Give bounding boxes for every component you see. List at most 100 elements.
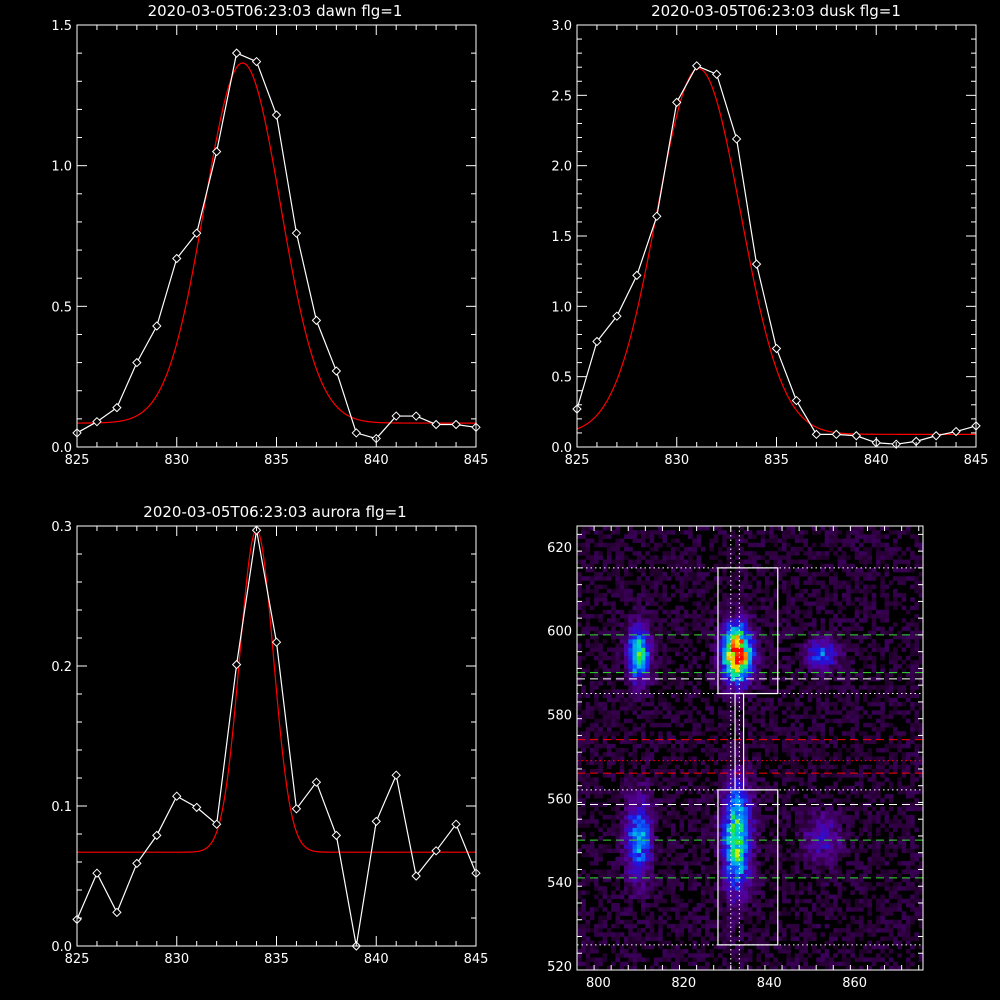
heatmap-cell [837, 685, 843, 690]
heatmap-cell [850, 965, 855, 971]
heatmap-cell [782, 743, 787, 749]
heatmap-cell [722, 643, 727, 648]
heatmap-cell [636, 865, 642, 870]
heatmap-cell [730, 593, 736, 598]
heatmap-cell [670, 898, 676, 904]
heatmap-cell [717, 580, 723, 585]
heatmap-cell [628, 902, 633, 908]
heatmap-cell [824, 831, 830, 837]
heatmap-cell [722, 915, 727, 921]
heatmap-cell [799, 781, 804, 786]
heatmap-cell [739, 794, 744, 799]
heatmap-cell [666, 915, 672, 921]
heatmap-cell [816, 580, 821, 585]
heatmap-cell [688, 928, 693, 933]
heatmap-cell [683, 777, 689, 782]
heatmap-cell [854, 706, 860, 711]
heatmap-cell [658, 743, 663, 749]
heatmap-cell [743, 789, 749, 795]
heatmap-cell [841, 773, 847, 778]
heatmap-cell [739, 760, 744, 766]
heatmap-cell [577, 739, 582, 745]
heatmap-cell [807, 748, 813, 753]
heatmap-cell [688, 622, 693, 627]
heatmap-cell [649, 718, 655, 724]
heatmap-cell [585, 643, 591, 648]
heatmap-cell [799, 626, 804, 632]
heatmap-cell [730, 882, 736, 887]
heatmap-cell [777, 764, 783, 770]
heatmap-cell [705, 622, 710, 627]
heatmap-cell [696, 915, 702, 921]
heatmap-cell [628, 911, 633, 916]
heatmap-cell [722, 647, 727, 652]
aurora-data-line [76, 530, 477, 947]
heatmap-cell [794, 593, 800, 598]
heatmap-cell [594, 693, 599, 699]
heatmap-cell [829, 672, 834, 678]
heatmap-cell [790, 789, 796, 795]
heatmap-cell [717, 777, 723, 782]
heatmap-cell [735, 748, 740, 753]
heatmap-cell [666, 777, 672, 782]
heatmap-cell [841, 563, 847, 569]
heatmap-cell [611, 714, 616, 719]
heatmap-cell [824, 768, 830, 774]
heatmap-cell [662, 551, 668, 556]
heatmap-cell [850, 953, 855, 958]
heatmap-cell [670, 567, 676, 573]
heatmap-cell [747, 680, 753, 686]
heatmap-cell [833, 584, 838, 590]
heatmap-cell [854, 672, 860, 678]
heatmap-cell [807, 735, 813, 740]
heatmap-cell [577, 601, 582, 606]
heatmap-cell [841, 936, 847, 941]
heatmap-cell [683, 609, 689, 615]
heatmap-cell [611, 756, 616, 761]
heatmap-cell [739, 526, 744, 531]
heatmap-cell [632, 831, 638, 837]
heatmap-cell [611, 794, 616, 799]
heatmap-cell [713, 580, 719, 585]
heatmap-cell [717, 965, 723, 971]
heatmap-cell [683, 706, 689, 711]
heatmap-cell [854, 957, 860, 962]
heatmap-cell [752, 835, 757, 841]
heatmap-cell [581, 819, 586, 824]
heatmap-cell [611, 722, 616, 728]
heatmap-cell [769, 785, 774, 791]
aurora-data-point [112, 907, 122, 918]
heatmap-cell [786, 823, 791, 828]
heatmap-cell [752, 555, 757, 560]
heatmap-cell [696, 773, 702, 778]
heatmap-cell [747, 689, 753, 694]
heatmap-cell [841, 798, 847, 803]
heatmap-cell [786, 768, 791, 774]
heatmap-cell [589, 861, 595, 866]
heatmap-cell [589, 810, 595, 816]
heatmap-cell [645, 618, 650, 623]
heatmap-cell [777, 919, 783, 925]
heatmap-cell [807, 831, 813, 837]
heatmap-cell [653, 626, 659, 632]
heatmap-cell [679, 907, 685, 912]
heatmap-cell [636, 538, 642, 544]
heatmap-cell [594, 634, 599, 640]
heatmap-cell [756, 844, 761, 849]
heatmap-cell [688, 810, 693, 816]
heatmap-cell [602, 534, 608, 539]
dawn-data-point [231, 48, 242, 58]
heatmap-cell [696, 819, 702, 824]
heatmap-cell [696, 680, 702, 686]
heatmap-cell [764, 605, 770, 611]
heatmap-cell [760, 852, 766, 858]
heatmap-cell [833, 865, 838, 870]
heatmap-cell [615, 936, 621, 941]
heatmap-cell [649, 810, 655, 816]
heatmap-cell [777, 555, 783, 560]
heatmap-cell [700, 768, 706, 774]
heatmap-cell [658, 580, 663, 585]
heatmap-cell [794, 831, 800, 837]
heatmap-cell [726, 752, 732, 757]
heatmap-cell [713, 886, 719, 891]
